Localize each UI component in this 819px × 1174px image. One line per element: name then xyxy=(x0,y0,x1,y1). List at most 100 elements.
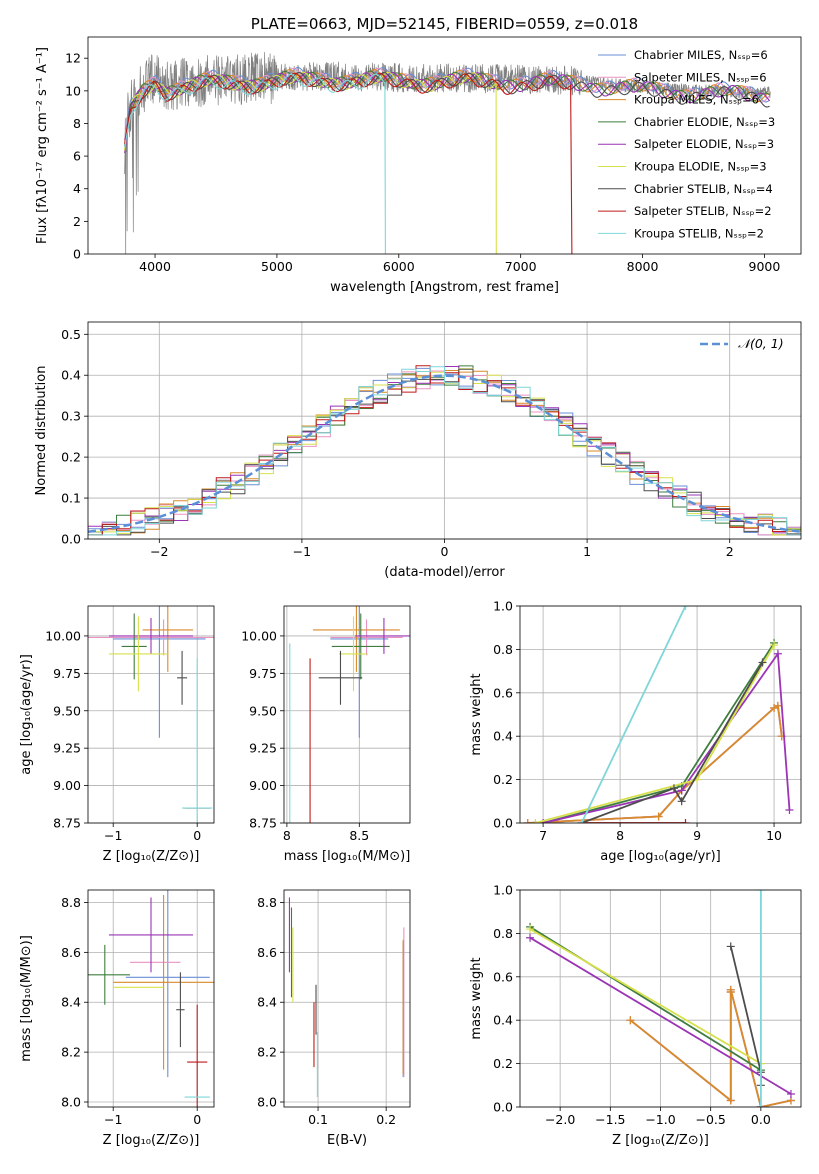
y-tick-label: 0.5 xyxy=(61,327,81,342)
x-tick-label: 10 xyxy=(766,828,782,843)
y-tick-label: 0.0 xyxy=(493,816,513,831)
y-tick-label: 8.0 xyxy=(257,1095,277,1110)
point-salpeter-elodie xyxy=(354,617,410,654)
marker xyxy=(758,658,767,667)
y-tick-label: 1.0 xyxy=(493,599,513,614)
ticks: −1 0 8.75 9.00 9.25 9.50 9.75 10.00 xyxy=(45,628,201,843)
point-chabrier-miles xyxy=(330,606,389,738)
marker xyxy=(756,890,765,894)
y-tick-label: 0.4 xyxy=(61,368,81,383)
marker xyxy=(626,1016,635,1025)
series-line xyxy=(527,704,783,823)
axes-age-vs-mass: 8 8.5 8.75 9.00 9.25 9.50 9.75 10.00 mass [log₁₀… xyxy=(241,605,411,864)
series-chabrier-elodie xyxy=(526,922,765,1075)
series-line xyxy=(729,946,762,1086)
marker xyxy=(756,1103,765,1107)
plot-area xyxy=(88,606,214,823)
y-tick-label: 9.75 xyxy=(53,666,81,681)
y-tick-label: 8.8 xyxy=(61,895,81,910)
x-tick-label: 4000 xyxy=(139,259,171,274)
y-axis-label: Flux [fλ10⁻¹⁷ erg cm⁻² s⁻¹ A⁻¹] xyxy=(35,47,50,244)
plot-area xyxy=(523,606,794,823)
legend-entry: Salpeter STELIB, Nₛₛₚ=2 xyxy=(634,204,772,218)
model-chabrier-stelib xyxy=(124,71,770,146)
y-tick-label: 2 xyxy=(73,214,81,229)
y-tick-label: 0.0 xyxy=(61,532,81,547)
x-tick-label: −2 xyxy=(150,544,168,559)
gridlines xyxy=(88,322,801,540)
ticks: 7 8 9 10 0.0 0.2 0.4 0.6 0.8 1.0 xyxy=(493,599,782,844)
y-tick-label: 1.0 xyxy=(493,883,513,898)
axes-frame xyxy=(283,605,411,824)
x-tick-label: −2.0 xyxy=(545,1112,575,1127)
x-tick-label: 5000 xyxy=(261,259,293,274)
x-tick-label: 8 xyxy=(616,828,624,843)
y-tick-label: 0.2 xyxy=(493,772,513,787)
series-line xyxy=(529,928,762,1065)
y-tick-label: 10 xyxy=(65,83,81,98)
chart-title: PLATE=0663, MJD=52145, FIBERID=0559, z=0… xyxy=(251,15,638,33)
legend-entry: Chabrier STELIB, Nₛₛₚ=4 xyxy=(634,182,773,196)
marker xyxy=(669,784,678,793)
y-tick-label: 9.50 xyxy=(249,703,277,718)
axes-mass-vs-Z: −1 0 8.0 8.2 8.4 8.6 8.8 Z [log₁₀(Z/Z⊙)] mass [l… xyxy=(19,889,215,1148)
legend-entry: Chabrier MILES, Nₛₛₚ=6 xyxy=(634,48,768,62)
y-tick-label: 0.4 xyxy=(493,729,513,744)
point-chabrier-elodie xyxy=(88,944,130,1005)
y-tick-label: 0.4 xyxy=(493,1013,513,1028)
plot-area xyxy=(526,890,795,1107)
marker xyxy=(770,641,779,650)
marker xyxy=(726,942,735,951)
point-kroupa-miles xyxy=(142,606,193,672)
x-axis-label: Z [log₁₀(Z/Z⊙)] xyxy=(612,1133,709,1148)
plot-area xyxy=(289,606,410,823)
marker xyxy=(577,819,586,823)
series-chabrier-miles xyxy=(523,701,786,823)
y-tick-label: 8.2 xyxy=(257,1045,277,1060)
axes-spectrum: 4000 5000 6000 7000 8000 9000 0 2 4 6 8 10 12 wavelen… xyxy=(35,15,802,295)
point-kroupa-stelib xyxy=(182,658,213,823)
x-tick-label: −0.5 xyxy=(695,1112,725,1127)
y-tick-label: 6 xyxy=(73,149,81,164)
point-salpeter-miles xyxy=(330,619,403,656)
model-kroupa-miles xyxy=(124,68,770,144)
model-chabrier-miles xyxy=(124,67,770,140)
model-salpeter-stelib xyxy=(124,72,573,254)
x-tick-label: 7000 xyxy=(505,259,537,274)
x-tick-label: 0.1 xyxy=(308,1112,328,1127)
axes-weight-vs-Z: −2.0 −1.5 −1.0 −0.5 0.0 0.0 0.2 0.4 0.6 0.8 1.0 Z [… xyxy=(469,883,802,1148)
gaussian-curve xyxy=(88,374,801,534)
marker xyxy=(785,805,794,814)
legend-entry: Kroupa MILES, Nₛₛₚ=6 xyxy=(634,93,759,107)
y-tick-label: 8.4 xyxy=(61,995,81,1010)
axes-mass-vs-EBV: 0.1 0.2 8.0 8.2 8.4 8.6 8.8 E(B-V) xyxy=(257,889,411,1148)
marker xyxy=(526,933,535,942)
x-tick-label: 0 xyxy=(193,1112,201,1127)
y-tick-label: 0 xyxy=(73,247,81,262)
ticks: −2 −1 0 1 2 0.0 0.1 0.2 0.3 0.4 0.5 xyxy=(61,327,734,559)
x-tick-label: 6000 xyxy=(383,259,415,274)
series-kroupa-stelib xyxy=(756,890,765,1107)
legend-entry: Chabrier ELODIE, Nₛₛₚ=3 xyxy=(634,115,775,129)
point-salpeter-miles xyxy=(88,619,214,656)
y-tick-label: 0.6 xyxy=(493,969,513,984)
y-tick-label: 0.1 xyxy=(61,491,81,506)
y-tick-label: 9.50 xyxy=(53,703,81,718)
y-tick-label: 4 xyxy=(73,181,81,196)
marker xyxy=(526,925,535,934)
marker xyxy=(681,819,690,823)
point-chabrier-miles xyxy=(113,606,206,738)
series-line xyxy=(581,661,764,823)
y-tick-label: 9.25 xyxy=(53,741,81,756)
y-tick-label: 10.00 xyxy=(241,628,277,643)
gridlines xyxy=(88,890,214,1107)
series-salpeter-elodie xyxy=(526,933,795,1098)
x-tick-label: −1.0 xyxy=(645,1112,675,1127)
axes-frame xyxy=(87,889,215,1108)
x-tick-label: 8 xyxy=(283,828,291,843)
x-tick-label: 8.5 xyxy=(349,828,369,843)
series-line xyxy=(580,606,687,823)
axes-frame xyxy=(283,889,411,1108)
x-axis-label: mass [log₁₀(M/M⊙)] xyxy=(284,849,411,864)
marker xyxy=(773,701,782,710)
